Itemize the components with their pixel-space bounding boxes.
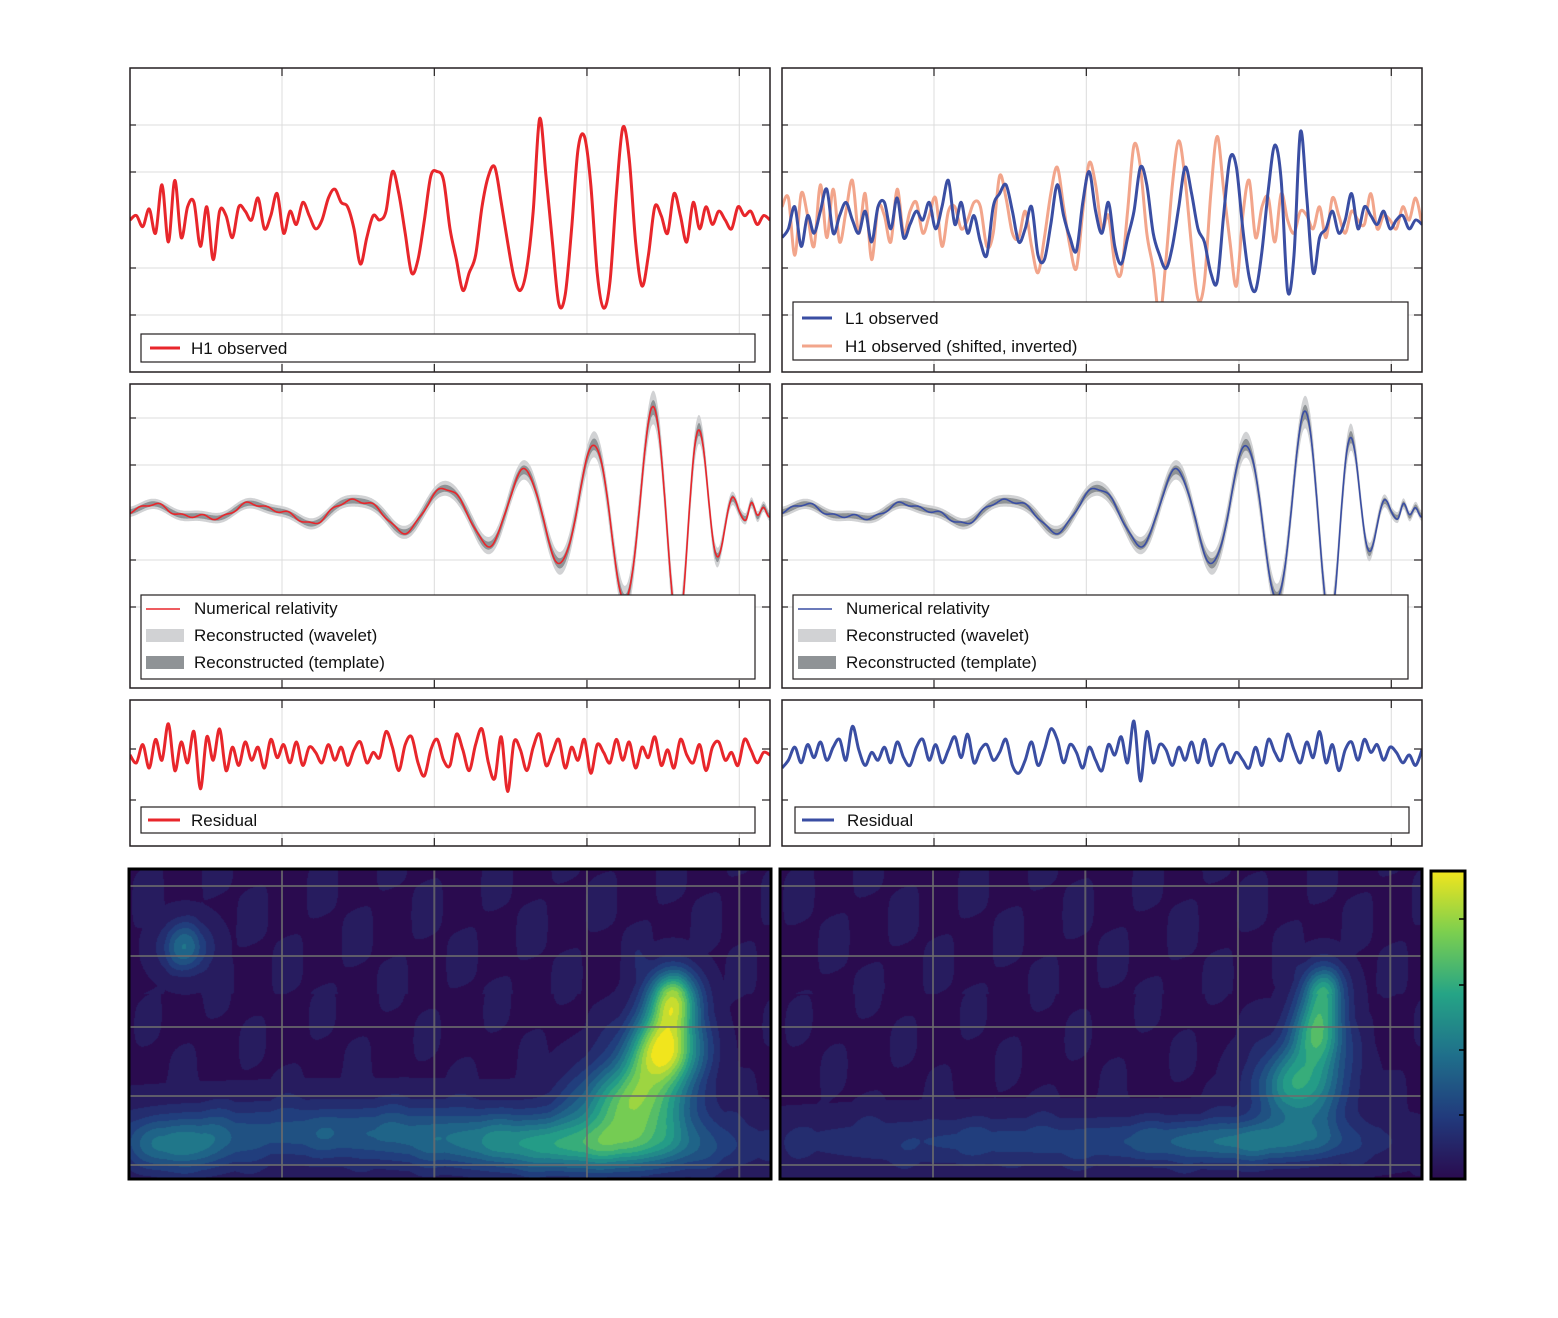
- legend-label-residual: Residual: [191, 811, 257, 830]
- series-line-numerical-relativity: [782, 410, 1422, 627]
- grid: [130, 68, 770, 372]
- axes-frame: [129, 699, 771, 847]
- legend-label-template: Reconstructed (template): [846, 653, 1037, 672]
- legend-box: [140, 594, 756, 680]
- tick-marks: [782, 384, 1422, 688]
- series-line-numerical-relativity: [130, 405, 770, 635]
- legend: Numerical relativity Reconstructed (wave…: [792, 594, 1409, 680]
- plot-area: [130, 390, 770, 652]
- legend: H1 observed: [140, 333, 756, 363]
- panel-h1-spectrogram: [127, 867, 773, 1181]
- colorbar-frame: [1429, 869, 1467, 1181]
- panel-l1-observed: L1 observed H1 observed (shifted, invert…: [781, 67, 1423, 373]
- panel-l1-reconstruction: Numerical relativity Reconstructed (wave…: [781, 383, 1423, 689]
- plot-area: [130, 117, 770, 310]
- plot-area: [782, 719, 1422, 783]
- legend-label-wavelet: Reconstructed (wavelet): [846, 626, 1029, 645]
- legend-swatch-template: [146, 656, 184, 669]
- legend-box: [140, 806, 756, 834]
- axes-frame: [127, 867, 773, 1181]
- tick-marks: [130, 700, 770, 846]
- axes-frame: [781, 699, 1423, 847]
- tick-marks: [782, 68, 1422, 372]
- legend-label-template: Reconstructed (template): [194, 653, 385, 672]
- tick-marks: [130, 384, 770, 688]
- legend-label-h1-shifted: H1 observed (shifted, inverted): [845, 337, 1077, 356]
- colorbar: [1429, 869, 1467, 1181]
- plot-area: [782, 129, 1422, 319]
- tick-marks: [782, 700, 1422, 846]
- legend-swatch-wavelet: [146, 629, 184, 642]
- legend-box: [792, 301, 1409, 361]
- plot-area: [130, 722, 770, 793]
- axes-frame: [781, 383, 1423, 689]
- panel-h1-reconstruction: Numerical relativity Reconstructed (wave…: [129, 383, 771, 689]
- tick-marks: [130, 68, 770, 372]
- axes-frame: [129, 383, 771, 689]
- grid: [130, 870, 770, 1178]
- legend-label-numerical-relativity: Numerical relativity: [194, 599, 338, 618]
- axes-frame: [129, 67, 771, 373]
- legend-box: [792, 594, 1409, 680]
- spectrogram-image: [781, 870, 1421, 1178]
- panel-h1-observed: H1 observed: [129, 67, 771, 373]
- legend-label-h1-observed: H1 observed: [191, 339, 287, 358]
- axes-frame: [778, 867, 1424, 1181]
- panel-h1-residual: Residual: [129, 699, 771, 847]
- series-line-residual: [130, 722, 770, 793]
- colorbar-gradient: [1431, 871, 1465, 1179]
- legend-label-l1-observed: L1 observed: [845, 309, 939, 328]
- series-line-l1-observed: [782, 129, 1422, 296]
- series-line-residual: [782, 719, 1422, 783]
- legend-swatch-template: [798, 656, 836, 669]
- plot-area: [782, 395, 1422, 643]
- legend: Residual: [794, 806, 1410, 834]
- panel-l1-spectrogram: [778, 867, 1424, 1181]
- legend-label-numerical-relativity: Numerical relativity: [846, 599, 990, 618]
- legend: Numerical relativity Reconstructed (wave…: [140, 594, 756, 680]
- axes-frame: [781, 67, 1423, 373]
- panel-l1-residual: Residual: [781, 699, 1423, 847]
- legend-box: [140, 333, 756, 363]
- legend-label-residual: Residual: [847, 811, 913, 830]
- spectrogram-image: [130, 870, 770, 1178]
- colorbar-ticks: [1459, 918, 1465, 1116]
- legend-swatch-wavelet: [798, 629, 836, 642]
- legend-box: [794, 806, 1410, 834]
- grid: [781, 870, 1421, 1178]
- legend: L1 observed H1 observed (shifted, invert…: [792, 301, 1409, 361]
- legend-label-wavelet: Reconstructed (wavelet): [194, 626, 377, 645]
- series-line-h1-observed: [130, 117, 770, 310]
- legend: Residual: [140, 806, 756, 834]
